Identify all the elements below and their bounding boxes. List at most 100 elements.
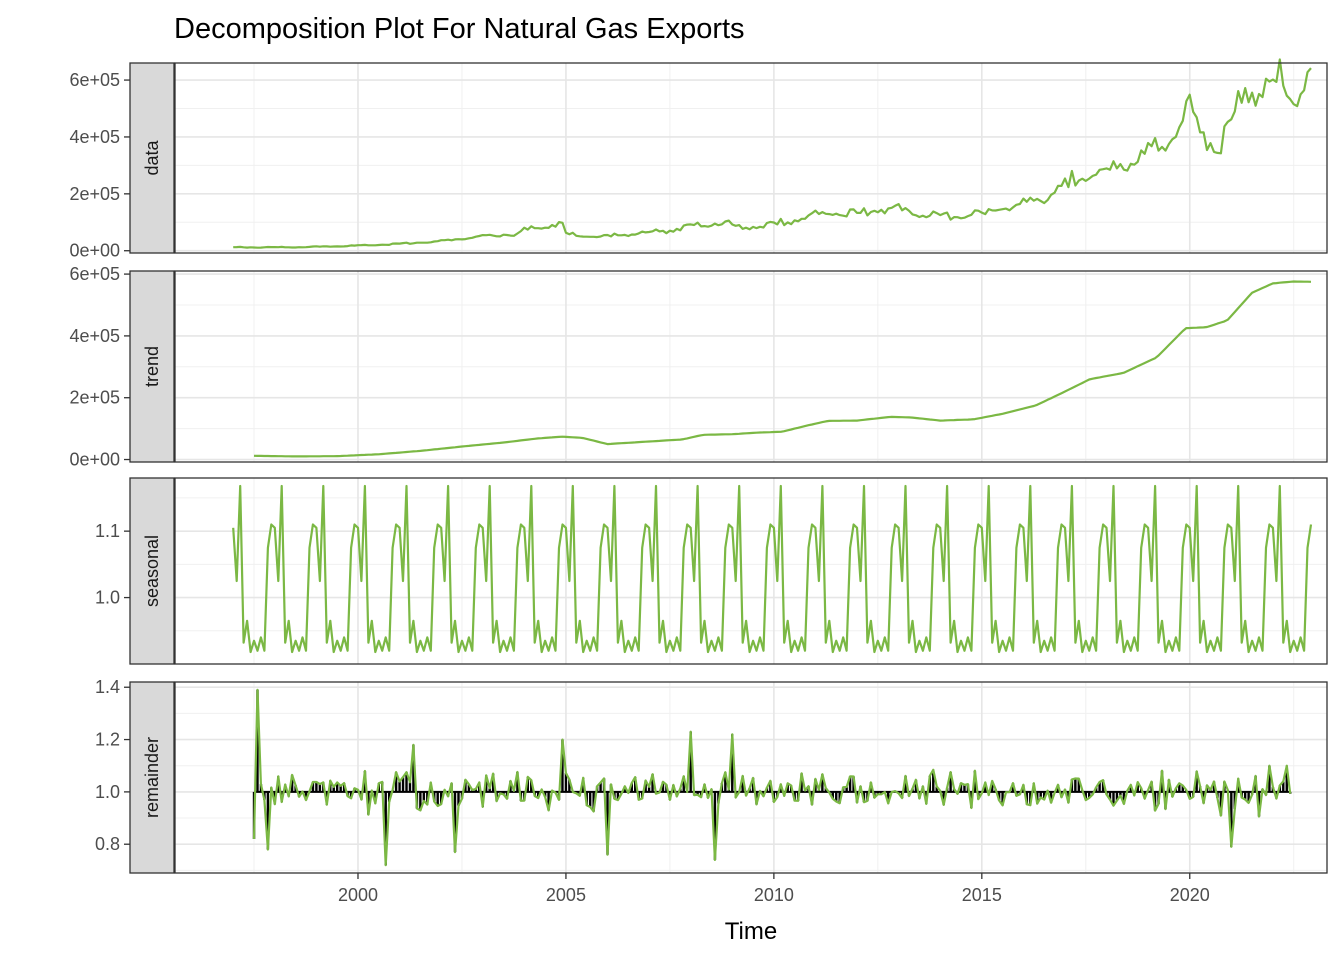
x-tick-label: 2010 bbox=[754, 885, 794, 905]
x-tick-label: 2000 bbox=[338, 885, 378, 905]
remainder-bar bbox=[848, 776, 852, 792]
remainder-bar bbox=[724, 772, 727, 792]
remainder-bar bbox=[959, 783, 963, 792]
remainder-bar bbox=[1181, 785, 1185, 792]
remainder-bar bbox=[741, 775, 744, 792]
remainder-bar bbox=[304, 791, 308, 801]
strip-label-data: data bbox=[142, 140, 162, 176]
remainder-bar bbox=[266, 791, 270, 850]
remainder-bar bbox=[491, 773, 495, 792]
remainder-bar bbox=[1049, 791, 1053, 803]
y-tick-label: 0.8 bbox=[95, 834, 120, 854]
remainder-bar bbox=[1088, 791, 1091, 798]
remainder-bar bbox=[592, 791, 595, 812]
series-line-remainder bbox=[252, 688, 1292, 867]
remainder-bar bbox=[942, 791, 945, 805]
remainder-bar bbox=[1098, 782, 1101, 792]
remainder-bar bbox=[536, 791, 540, 799]
remainder-bar bbox=[661, 781, 665, 792]
remainder-bar bbox=[599, 782, 602, 792]
remainder-bar bbox=[1195, 771, 1198, 792]
remainder-bar bbox=[630, 782, 633, 792]
remainder-bar bbox=[502, 791, 505, 795]
remainder-bar bbox=[1039, 791, 1042, 798]
remainder-bar bbox=[1268, 765, 1271, 792]
remainder-bar bbox=[831, 791, 834, 799]
remainder-bar bbox=[311, 781, 315, 792]
remainder-bar bbox=[800, 773, 803, 792]
panel-data: data 0e+00 2e+05 4e+05 6e+05 bbox=[69, 58, 1328, 261]
x-tick-label: 2020 bbox=[1170, 885, 1210, 905]
remainder-bar bbox=[623, 786, 627, 792]
remainder-bar bbox=[419, 791, 422, 811]
remainder-bar bbox=[401, 777, 405, 792]
remainder-bar bbox=[1042, 791, 1046, 800]
remainder-bar bbox=[1119, 791, 1122, 796]
remainder-bar bbox=[1282, 781, 1285, 792]
strip-trend bbox=[129, 270, 175, 463]
panel-border bbox=[174, 270, 1328, 463]
remainder-bar bbox=[932, 769, 935, 792]
remainder-bar bbox=[561, 739, 564, 792]
remainder-bar bbox=[290, 774, 294, 792]
remainder-bar bbox=[422, 791, 426, 801]
remainder-bar bbox=[488, 788, 491, 792]
remainder-bar bbox=[394, 772, 398, 792]
y-tick-label: 6e+05 bbox=[69, 70, 120, 90]
remainder-bar bbox=[588, 791, 592, 807]
y-tick-label: 6e+05 bbox=[69, 264, 120, 284]
y-tick-label: 1.2 bbox=[95, 730, 120, 750]
panel-remainder: remainder 0.8 1.0 1.2 1.4 bbox=[95, 677, 1328, 874]
remainder-bar bbox=[984, 782, 987, 792]
remainder-bar bbox=[838, 791, 841, 804]
panel-border bbox=[174, 477, 1328, 665]
remainder-bar bbox=[1247, 791, 1250, 803]
remainder-bar bbox=[689, 731, 692, 792]
panel-seasonal: seasonal 1.0 1.1 bbox=[95, 477, 1328, 665]
remainder-bar bbox=[547, 791, 550, 811]
remainder-bar bbox=[339, 785, 342, 792]
remainder-bar bbox=[453, 791, 457, 853]
remainder-bar bbox=[439, 791, 443, 805]
remainder-bar bbox=[1219, 791, 1223, 816]
remainder-bar bbox=[474, 788, 478, 792]
remainder-bar bbox=[963, 784, 966, 792]
y-tick-label: 4e+05 bbox=[69, 326, 120, 346]
remainder-bar bbox=[412, 744, 415, 792]
remainder-bar bbox=[845, 786, 848, 792]
y-tick-label: 0e+00 bbox=[69, 450, 120, 470]
remainder-bar bbox=[342, 783, 346, 792]
series-line-seasonal bbox=[232, 484, 1313, 654]
remainder-bar bbox=[1011, 783, 1015, 792]
x-tick-label: 2015 bbox=[962, 885, 1002, 905]
strip-data bbox=[129, 62, 175, 254]
remainder-bar bbox=[651, 774, 654, 792]
y-tick-label: 2e+05 bbox=[69, 184, 120, 204]
remainder-bar bbox=[568, 779, 571, 792]
panel-border bbox=[174, 62, 1328, 254]
remainder-bar bbox=[1136, 782, 1139, 792]
remainder-bar bbox=[384, 791, 387, 866]
remainder-bar bbox=[467, 784, 471, 792]
remainder-bar bbox=[835, 791, 838, 802]
remainder-bar bbox=[1101, 780, 1105, 792]
panels: data 0e+00 2e+05 4e+05 6e+05 trend 0e+00 2e+05 4… bbox=[69, 58, 1328, 874]
remainder-bar bbox=[1025, 791, 1029, 805]
remainder-bar bbox=[457, 791, 460, 806]
remainder-bar bbox=[1243, 791, 1247, 800]
x-axis-title: Time bbox=[725, 918, 777, 945]
x-axis: 2000 2005 2010 2015 2020 bbox=[338, 873, 1210, 905]
remainder-bar bbox=[1084, 791, 1087, 801]
remainder-bar bbox=[1112, 791, 1115, 806]
remainder-bar bbox=[1188, 791, 1191, 799]
strip-label-seasonal: seasonal bbox=[142, 535, 162, 607]
y-tick-label: 0e+00 bbox=[69, 241, 120, 261]
remainder-bar bbox=[949, 772, 952, 792]
remainder-bar bbox=[408, 782, 412, 792]
y-tick-label: 2e+05 bbox=[69, 388, 120, 408]
remainder-bar bbox=[1001, 791, 1004, 806]
remainder-bar bbox=[315, 782, 318, 792]
panel-trend: trend 0e+00 2e+05 4e+05 6e+05 bbox=[69, 264, 1328, 470]
strip-seasonal bbox=[129, 477, 175, 665]
